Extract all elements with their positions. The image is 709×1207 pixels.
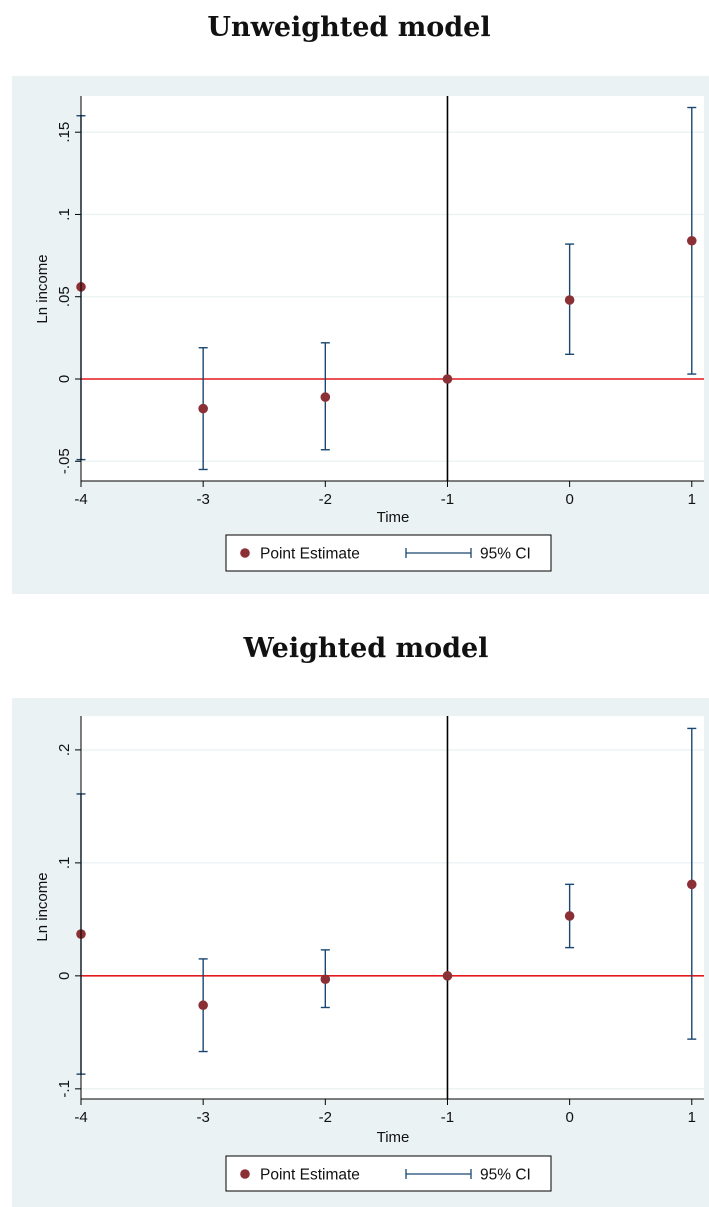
- y-tick-label: .1: [56, 208, 73, 221]
- x-tick-label: -2: [319, 491, 332, 508]
- y-tick-label: 0: [56, 375, 73, 383]
- x-tick-label: 1: [688, 491, 696, 508]
- x-axis-ticks: -4 -3 -2 -1 0 1: [74, 481, 696, 508]
- x-tick-label: -3: [196, 1109, 209, 1126]
- point-estimate: [564, 911, 575, 921]
- y-tick-label: 0: [56, 972, 73, 980]
- legend: Point Estimate 95% CI: [225, 534, 552, 572]
- point-estimate: [686, 879, 697, 890]
- x-tick-label: 0: [565, 491, 573, 508]
- point-estimate: [320, 392, 331, 402]
- plot-area: [81, 96, 704, 481]
- y-tick-label: .1: [56, 857, 73, 870]
- legend-box: [225, 1155, 552, 1192]
- legend: Point Estimate 95% CI: [225, 1155, 552, 1192]
- legend-box: [225, 534, 552, 572]
- point-estimates: [76, 879, 697, 1011]
- y-axis-ticks: -.1 0 .1 .2: [56, 744, 81, 1098]
- chart-title: Weighted model: [243, 633, 489, 664]
- y-axis-ticks: -.05 0 .05 .1 .15: [56, 122, 81, 474]
- point-estimate: [198, 403, 208, 414]
- point-estimate: [320, 974, 331, 985]
- plot-area: [81, 716, 704, 1099]
- point-estimate: [686, 235, 697, 246]
- legend-point-marker: [240, 548, 250, 558]
- legend-label-point-estimate: Point Estimate: [260, 546, 360, 563]
- x-tick-label: -1: [441, 491, 454, 508]
- x-tick-label: 1: [688, 1109, 696, 1126]
- y-tick-label: .2: [56, 744, 73, 757]
- chart-unweighted: Unweighted model -.05 0 .05 .1 .15 -4 -3 -2 -1 0…: [12, 12, 709, 594]
- y-tick-label: -.1: [56, 1080, 73, 1098]
- x-axis-title: Time: [377, 509, 410, 526]
- y-axis-title: Ln income: [34, 254, 51, 323]
- y-tick-label: .05: [56, 286, 73, 307]
- chart-title: Unweighted model: [207, 12, 490, 43]
- x-tick-label: 0: [565, 1109, 573, 1126]
- legend-label-ci: 95% CI: [480, 546, 531, 563]
- point-estimate: [442, 971, 453, 981]
- legend-point-marker: [240, 1169, 250, 1179]
- x-tick-label: -4: [74, 1109, 87, 1126]
- x-tick-label: -1: [441, 1109, 454, 1126]
- x-axis-ticks: -4 -3 -2 -1 0 1: [74, 1099, 696, 1126]
- point-estimate: [442, 374, 453, 384]
- point-estimate: [564, 295, 575, 305]
- x-tick-label: -2: [319, 1109, 332, 1126]
- y-tick-label: -.05: [56, 448, 73, 474]
- chart-weighted: Weighted model -.1 0 .1 .2 -4 -3 -2 -1 0 1 Ln in…: [12, 633, 709, 1207]
- y-axis-title: Ln income: [34, 872, 51, 941]
- legend-label-ci: 95% CI: [480, 1167, 531, 1184]
- x-tick-label: -3: [196, 491, 209, 508]
- x-axis-title: Time: [377, 1129, 410, 1146]
- point-estimate: [198, 1000, 208, 1011]
- legend-label-point-estimate: Point Estimate: [260, 1167, 360, 1184]
- y-tick-label: .15: [56, 122, 73, 143]
- x-tick-label: -4: [74, 491, 87, 508]
